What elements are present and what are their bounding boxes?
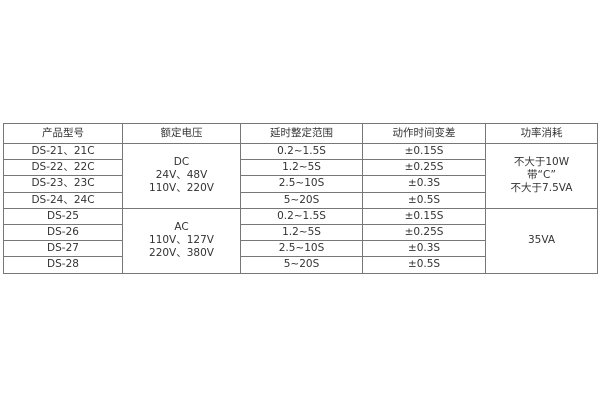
range-cell: 1.2~5S <box>240 159 363 177</box>
model-cell: DS-21、21C <box>3 142 123 161</box>
power-cell-ac: 35VA <box>485 207 598 274</box>
model-cell: DS-24、24C <box>3 191 123 209</box>
range-cell: 5~20S <box>240 256 363 274</box>
header-row: 产品型号 额定电压 延时整定范围 动作时间变差 功率消耗 <box>3 123 598 144</box>
range-cell: 1.2~5S <box>240 223 363 242</box>
variance-cell: ±0.15S <box>362 142 486 161</box>
power-line: 35VA <box>527 234 556 247</box>
header-model: 产品型号 <box>3 123 123 144</box>
model-cell: DS-27 <box>3 240 123 258</box>
variance-cell: ±0.15S <box>362 207 486 225</box>
header-power: 功率消耗 <box>485 123 598 144</box>
voltage-line: 110V、127V <box>149 234 214 247</box>
variance-cell: ±0.3S <box>362 240 486 258</box>
table-row: DS-21、21C DC 24V、48V 110V、220V 0.2~1.5S … <box>3 142 598 209</box>
table-row: DS-26 1.2~5S ±0.25S <box>3 223 598 242</box>
model-cell: DS-28 <box>3 256 123 274</box>
power-cell-dc: 不大于10W 带“C” 不大于7.5VA <box>485 143 598 209</box>
variance-cell: ±0.25S <box>362 223 486 242</box>
model-cell: DS-25 <box>3 207 123 225</box>
range-cell: 0.2~1.5S <box>240 207 363 225</box>
spec-table: 产品型号 额定电压 延时整定范围 动作时间变差 功率消耗 DS-21、21C D… <box>3 123 598 274</box>
range-cell: 0.2~1.5S <box>240 142 363 161</box>
voltage-cell-dc: DC 24V、48V 110V、220V <box>122 143 241 209</box>
header-delay-range: 延时整定范围 <box>240 123 363 144</box>
variance-cell: ±0.5S <box>362 191 486 209</box>
variance-cell: ±0.5S <box>362 256 486 274</box>
model-cell: DS-26 <box>3 223 123 242</box>
model-cell: DS-22、22C <box>3 159 123 177</box>
voltage-line: AC <box>174 221 189 234</box>
range-cell: 2.5~10S <box>240 175 363 193</box>
power-line: 带“C” <box>527 169 556 182</box>
table-row: DS-25 AC 110V、127V 220V、380V 0.2~1.5S ±0… <box>3 207 598 274</box>
variance-cell: ±0.25S <box>362 159 486 177</box>
voltage-line: 110V、220V <box>149 182 214 195</box>
header-time-variance: 动作时间变差 <box>362 123 486 144</box>
voltage-line: DC <box>173 156 190 169</box>
power-line: 不大于10W <box>513 156 570 169</box>
voltage-cell-ac: AC 110V、127V 220V、380V <box>122 207 241 274</box>
range-cell: 5~20S <box>240 191 363 209</box>
table-row: DS-27 2.5~10S ±0.3S <box>3 240 598 258</box>
model-cell: DS-23、23C <box>3 175 123 193</box>
variance-cell: ±0.3S <box>362 175 486 193</box>
power-line: 不大于7.5VA <box>510 182 573 195</box>
range-cell: 2.5~10S <box>240 240 363 258</box>
voltage-line: 24V、48V <box>155 169 208 182</box>
table-row: DS-28 5~20S ±0.5S <box>3 256 598 274</box>
table-row: DS-23、23C 2.5~10S ±0.3S <box>3 175 598 193</box>
voltage-line: 220V、380V <box>149 247 214 260</box>
header-voltage: 额定电压 <box>122 123 241 144</box>
